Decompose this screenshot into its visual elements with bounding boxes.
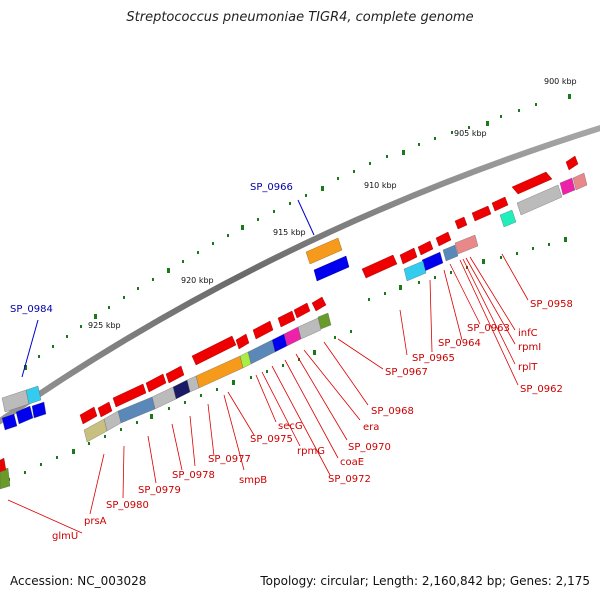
gene-block	[403, 260, 427, 282]
gene-label: SP_0980	[106, 500, 149, 511]
gene-block	[442, 244, 459, 262]
gene-block	[516, 184, 563, 216]
highlight-label: SP_0984	[10, 304, 53, 315]
gene-label: era	[363, 422, 379, 433]
gene-label: SP_0967	[385, 367, 428, 378]
gene-label: secG	[278, 421, 303, 432]
gene-arrow	[417, 240, 434, 256]
label-leader-lines	[7, 253, 529, 534]
highlight-leader-sp0984	[21, 319, 39, 378]
gene-label: SP_0975	[250, 434, 293, 445]
gene-arrow	[165, 365, 185, 384]
gene-label: rpmG	[297, 446, 325, 457]
gene-arrow	[454, 216, 468, 230]
gene-arrow	[491, 196, 509, 212]
gene-label: SP_0964	[438, 338, 481, 349]
tick-scale	[24, 94, 571, 370]
gene-block	[0, 457, 7, 473]
gene-block	[1, 413, 18, 431]
gene-label: SP_0970	[348, 442, 391, 453]
tick-label: 915 kbp	[273, 228, 306, 237]
gene-label: smpB	[239, 475, 267, 486]
page-title: Streptococcus pneumoniae TIGR4, complete…	[126, 10, 474, 25]
gene-arrow	[311, 296, 327, 312]
gene-arrow	[79, 406, 98, 425]
gene-block	[247, 339, 276, 365]
gene-arrow	[191, 335, 237, 366]
gene-block	[317, 312, 332, 330]
gene-label: coaE	[340, 457, 364, 468]
gene-block	[83, 418, 108, 443]
gene-label: glmU	[52, 531, 78, 542]
gene-arrow	[471, 205, 492, 222]
gene-arrow	[399, 247, 418, 265]
gene-block	[499, 209, 517, 228]
gene-arrow	[235, 333, 250, 350]
tick-label: 905 kbp	[454, 129, 487, 138]
gene-block	[151, 386, 177, 410]
gene-block	[172, 379, 191, 400]
gene-label: SP_0972	[328, 474, 371, 485]
gene-arrow	[435, 231, 452, 247]
gene-label: SP_0979	[138, 485, 181, 496]
tick-label: 900 kbp	[544, 77, 577, 86]
gene-label: SP_0962	[520, 384, 563, 395]
gene-block	[454, 234, 479, 255]
gene-block	[25, 385, 42, 405]
reverse-strand-genes	[0, 172, 588, 490]
tick-label: 910 kbp	[364, 181, 397, 190]
gene-label: SP_0968	[371, 406, 414, 417]
gene-label: prsA	[84, 516, 107, 527]
tick-label: 925 kbp	[88, 321, 121, 330]
gene-arrow	[361, 254, 398, 279]
highlighted-gene-sp0966	[297, 199, 350, 282]
gene-label: SP_0963	[467, 323, 510, 334]
gene-block	[15, 405, 34, 425]
gene-arrow	[252, 320, 274, 340]
genome-summary-text: Topology: circular; Length: 2,160,842 bp…	[260, 574, 590, 588]
accession-text: Accession: NC_003028	[10, 574, 147, 588]
forward-strand-genes	[79, 155, 579, 425]
gene-label: rplT	[518, 362, 538, 373]
genome-backbone	[0, 125, 600, 425]
tick-label: 920 kbp	[181, 276, 214, 285]
gene-arrow	[97, 401, 113, 418]
gene-block	[559, 177, 576, 196]
gene-block	[421, 251, 444, 272]
gene-block	[31, 401, 47, 419]
gene-block	[297, 317, 322, 340]
gene-label: SP_0977	[208, 454, 251, 465]
gene-arrow	[277, 310, 296, 328]
gene-label: SP_0958	[530, 299, 573, 310]
gene-block	[283, 326, 302, 347]
gene-arrow	[112, 383, 147, 408]
gene-block	[572, 172, 588, 191]
gene-label: rpmI	[518, 342, 541, 353]
gene-label: infC	[518, 328, 538, 339]
highlight-label: SP_0966	[250, 182, 293, 193]
gene-arrow	[565, 155, 579, 171]
gene-arrow	[511, 171, 553, 195]
gene-label: SP_0965	[412, 353, 455, 364]
gene-label: SP_0978	[172, 470, 215, 481]
gene-arrow	[145, 373, 167, 393]
gene-arrow	[293, 302, 311, 319]
